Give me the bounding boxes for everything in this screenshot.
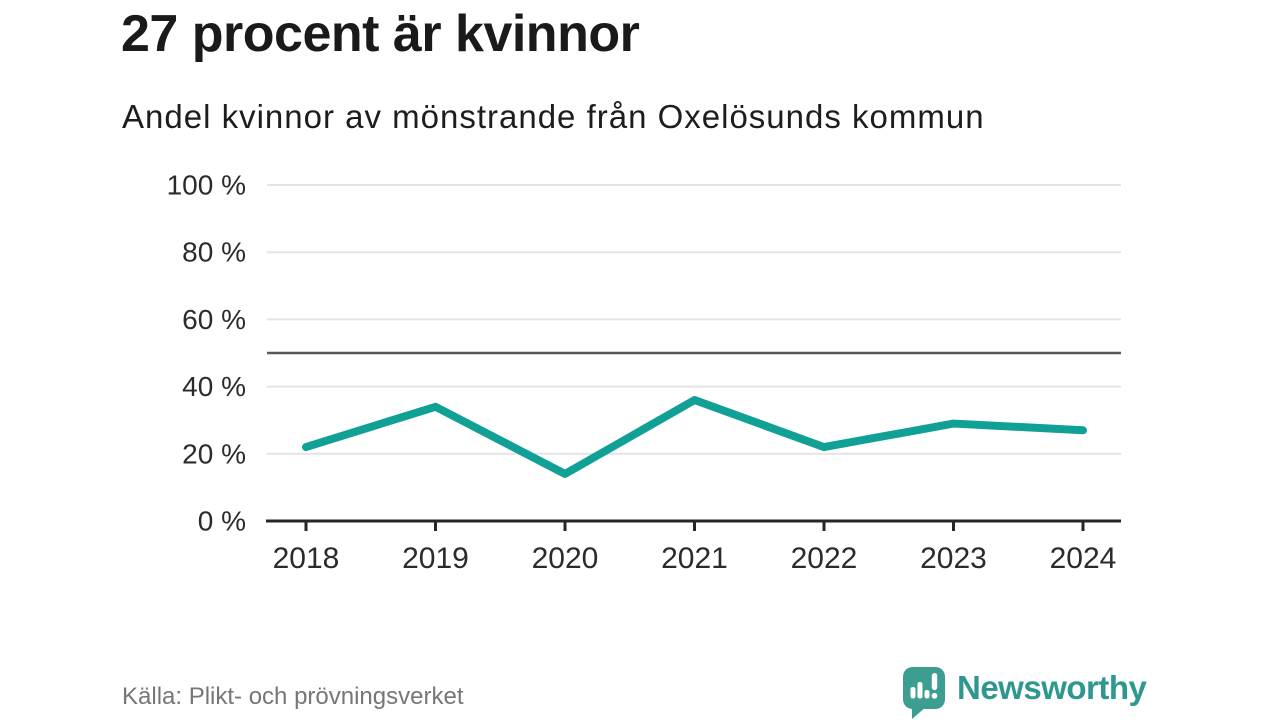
y-axis-label: 80 % xyxy=(182,237,246,268)
exclamation-stroke-icon xyxy=(931,673,938,690)
x-axis-label: 2023 xyxy=(920,542,987,575)
x-axis-label: 2021 xyxy=(661,542,728,575)
newsworthy-logo: Newsworthy xyxy=(902,666,1147,719)
bar-small-icon xyxy=(910,687,916,699)
x-axis-label: 2019 xyxy=(402,542,469,575)
bar-tall-icon xyxy=(917,682,923,699)
x-axis-label: 2020 xyxy=(532,542,599,575)
y-axis-label: 0 % xyxy=(198,506,246,537)
exclamation-dot-icon xyxy=(931,692,938,699)
data-line xyxy=(302,396,1087,478)
newsworthy-icon xyxy=(903,667,945,719)
y-axis-label: 60 % xyxy=(182,304,246,335)
newsworthy-wordmark: Newsworthy xyxy=(957,669,1147,706)
source-text: Källa: Plikt- och prövningsverket xyxy=(122,683,464,710)
bar-medium-icon xyxy=(924,690,930,699)
y-axis-label: 40 % xyxy=(182,371,246,402)
page-title: 27 procent är kvinnor xyxy=(121,5,640,63)
x-axis-label: 2022 xyxy=(791,542,858,575)
y-axis-label: 20 % xyxy=(182,438,246,469)
y-axis-label: 100 % xyxy=(167,170,246,201)
x-axis-label: 2018 xyxy=(273,542,340,575)
x-axis-label: 2024 xyxy=(1050,542,1117,575)
chart-subtitle: Andel kvinnor av mönstrande från Oxelösu… xyxy=(122,98,985,135)
